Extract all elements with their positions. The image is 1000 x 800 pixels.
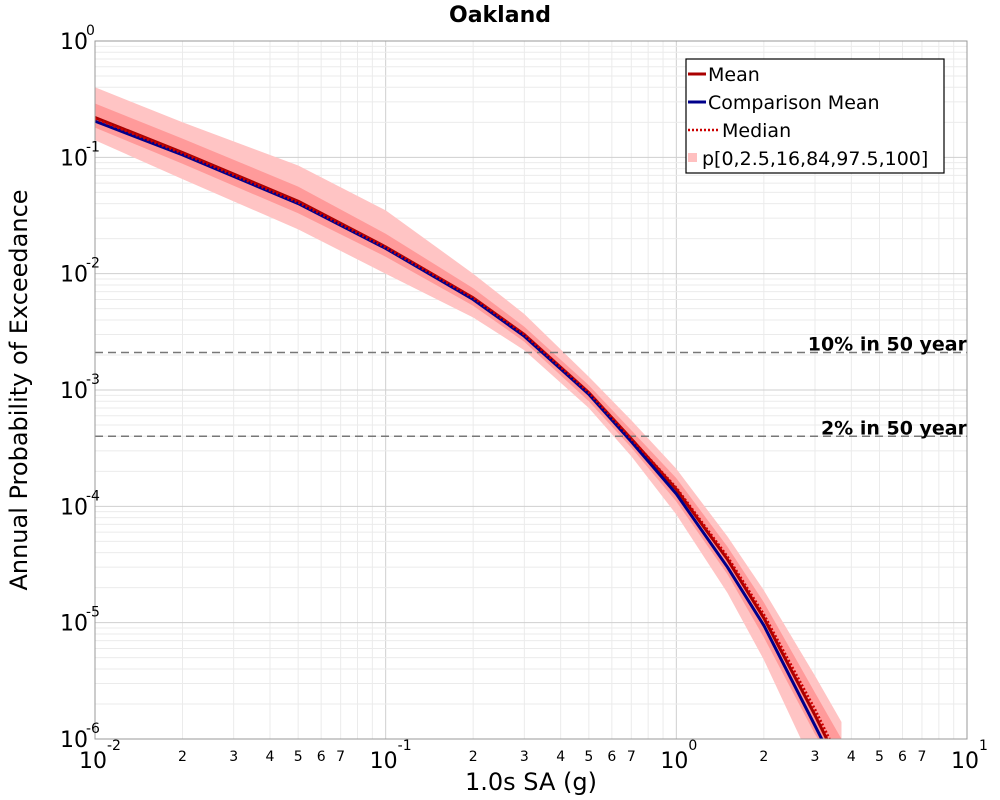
y-major-tick-label: 10 [60,612,88,637]
x-minor-tick-label: 7 [918,749,927,765]
x-minor-tick-label: 5 [294,749,303,765]
legend-bands-label: p[0,2.5,16,84,97.5,100] [702,148,928,170]
y-major-tick-label: 10 [60,30,88,55]
y-major-tick-exponent: -6 [86,721,100,737]
x-major-tick-exponent: 1 [979,738,988,754]
y-major-tick-exponent: 0 [86,23,95,39]
legend-comparison-label: Comparison Mean [708,92,880,114]
y-major-tick-label: 10 [60,728,88,753]
reference-lines: 10% in 50 year 2% in 50 year [95,334,968,439]
x-major-tick-exponent: -2 [107,738,121,754]
series-line-median [95,117,831,739]
x-minor-tick-label: 4 [266,749,275,765]
x-minor-tick-label: 6 [607,749,616,765]
y-major-tick-exponent: -3 [86,372,100,388]
y-axis-label: Annual Probability of Exceedance [5,189,33,590]
x-minor-tick-label: 2 [759,749,768,765]
x-major-tick-label: 10 [370,749,398,774]
x-major-tick-label: 10 [660,749,688,774]
x-minor-tick-label: 4 [556,749,565,765]
reference-line-label: 2% in 50 year [821,417,968,439]
legend-median-label: Median [722,120,791,142]
x-major-tick-label: 10 [79,749,107,774]
y-major-tick-exponent: -1 [86,139,100,155]
series-lines [95,116,831,739]
x-minor-tick-label: 3 [520,749,529,765]
legend: Mean Comparison Mean Median p[0,2.5,16,8… [685,58,945,174]
x-minor-tick-label: 4 [847,749,856,765]
legend-box [685,58,945,174]
y-major-tick-label: 10 [60,146,88,171]
legend-mean-label: Mean [708,64,760,86]
reference-line-label: 10% in 50 year [808,334,968,356]
y-major-tick-exponent: -5 [86,605,100,621]
y-major-tick-label: 10 [60,379,88,404]
y-major-tick-label: 10 [60,263,88,288]
chart-title: Oakland [449,3,551,28]
percentile-bands [95,87,842,739]
x-minor-tick-label: 7 [336,749,345,765]
x-major-tick-exponent: 0 [688,738,697,754]
x-minor-tick-label: 3 [811,749,820,765]
x-minor-tick-label: 7 [627,749,636,765]
plot-frame [94,40,968,740]
x-minor-tick-label: 6 [898,749,907,765]
x-minor-tick-label: 2 [469,749,478,765]
x-major-tick-exponent: -1 [398,738,412,754]
x-axis-label: 1.0s SA (g) [465,768,597,796]
x-minor-tick-label: 2 [178,749,187,765]
x-minor-tick-label: 3 [229,749,238,765]
x-minor-tick-label: 5 [584,749,593,765]
x-major-tick-label: 10 [951,749,979,774]
x-minor-tick-label: 6 [317,749,326,765]
x-minor-tick-label: 5 [875,749,884,765]
legend-bands-swatch [688,153,697,162]
y-major-tick-exponent: -2 [86,256,100,272]
y-major-tick-exponent: -4 [86,488,100,504]
y-major-tick-label: 10 [60,495,88,520]
